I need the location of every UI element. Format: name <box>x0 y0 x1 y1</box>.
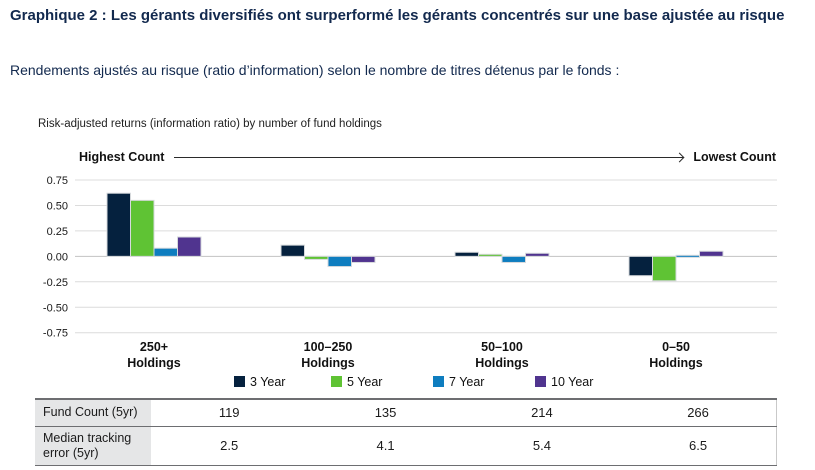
category-label: 50–100 <box>481 340 523 354</box>
axis-header: Highest Count Lowest Count <box>79 150 776 164</box>
table-row: Median tracking error (5yr) 2.5 4.1 5.4 … <box>35 425 777 465</box>
category-label: 0–50 <box>662 340 690 354</box>
bar-7-year-group-2 <box>501 255 526 263</box>
bar-3-year-group-2 <box>454 251 479 257</box>
lowest-count-label: Lowest Count <box>693 150 776 164</box>
y-tick-label: 0.00 <box>47 251 68 263</box>
bar-3-year-group-1 <box>280 244 305 257</box>
category-label-line2: Holdings <box>649 356 703 370</box>
bar-5-year-group-0 <box>130 199 155 257</box>
bar-5-year-group-3 <box>652 255 677 282</box>
bar-chart: 0.75 0.50 0.25 0.00 -0.25 -0.50 -0.75 250+ Holdi… <box>43 175 777 389</box>
bar-10-year-group-0 <box>177 236 202 257</box>
bar-7-year-group-3 <box>675 254 700 258</box>
bar-10-year-group-2 <box>525 252 550 257</box>
summary-table: Fund Count (5yr) 119 135 214 266 Median … <box>35 398 777 466</box>
legend-label: 7 Year <box>449 375 484 389</box>
category-label-line2: Holdings <box>301 356 355 370</box>
y-tick-label: -0.25 <box>43 277 68 289</box>
tracking-error-50-100: 5.4 <box>463 425 621 465</box>
highest-count-label: Highest Count <box>79 150 165 164</box>
fund-count-100-250: 135 <box>374 405 397 421</box>
bar-7-year-group-1 <box>327 255 352 268</box>
fund-count-0-50: 266 <box>687 405 709 421</box>
figure-title: Graphique 2 : Les gérants diversifiés on… <box>10 7 785 24</box>
y-tick-label: 0.25 <box>47 226 68 238</box>
legend-label: 5 Year <box>347 375 382 389</box>
y-tick-label: -0.75 <box>43 328 68 340</box>
figure-subtitle: Rendements ajustés au risque (ratio d’in… <box>10 62 620 78</box>
bar-5-year-group-1 <box>304 255 329 260</box>
category-label: 100–250 <box>304 340 353 354</box>
legend-label: 3 Year <box>250 375 285 389</box>
tracking-error-0-50: 6.5 <box>620 425 777 465</box>
category-label: 250+ <box>140 340 168 354</box>
y-tick-label: 0.50 <box>47 200 68 212</box>
legend-label: 10 Year <box>551 375 593 389</box>
category-label-line2: Holdings <box>475 356 529 370</box>
bar-10-year-group-1 <box>351 255 376 263</box>
right-arrow-icon <box>174 156 684 158</box>
bar-3-year-group-3 <box>628 255 653 277</box>
chart-title: Risk-adjusted returns (information ratio… <box>38 118 382 130</box>
bar-3-year-group-0 <box>106 192 131 257</box>
tracking-error-100-250: 4.1 <box>307 425 464 465</box>
bar-5-year-group-2 <box>478 253 503 257</box>
bar-10-year-group-3 <box>699 250 724 257</box>
fund-count-250plus: 119 <box>218 405 240 421</box>
fund-count-50-100: 214 <box>531 405 553 421</box>
legend-swatch-3-year <box>234 376 245 387</box>
legend-swatch-7-year <box>433 376 444 387</box>
bar-7-year-group-0 <box>153 247 178 257</box>
category-label-line2: Holdings <box>127 356 181 370</box>
row-label-tracking-error: Median tracking error (5yr) <box>35 425 151 465</box>
y-tick-label: -0.50 <box>43 302 68 314</box>
y-tick-label: 0.75 <box>47 175 68 187</box>
table-row: Fund Count (5yr) 119 135 214 266 <box>35 399 777 426</box>
legend-swatch-10-year <box>535 376 546 387</box>
row-label-fund-count: Fund Count (5yr) <box>35 399 151 426</box>
legend-swatch-5-year <box>331 376 342 387</box>
tracking-error-250plus: 2.5 <box>151 425 308 465</box>
